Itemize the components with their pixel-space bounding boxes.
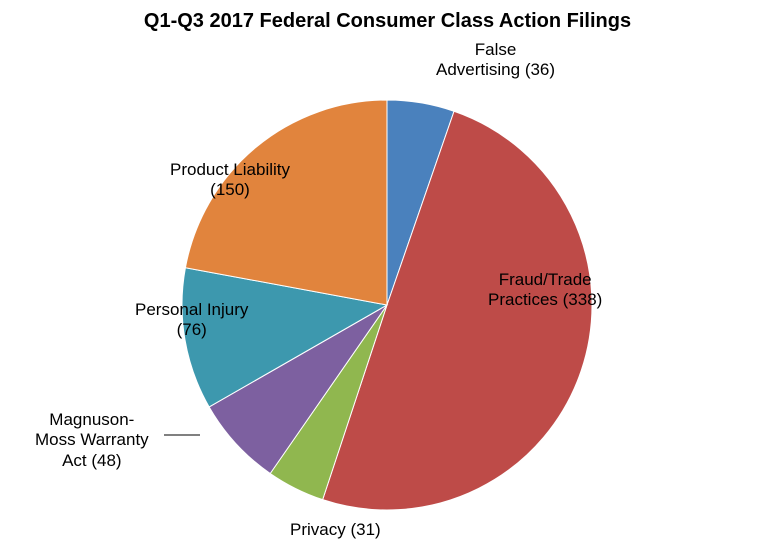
slice-label: Privacy (31) [290,520,381,540]
pie-chart-container: Q1-Q3 2017 Federal Consumer Class Action… [0,0,775,556]
pie-svg [0,0,775,556]
slice-label: Fraud/Trade Practices (338) [488,270,602,311]
slice-label: Personal Injury (76) [135,300,248,341]
slice-label: False Advertising (36) [436,40,555,81]
slice-label: Product Liability (150) [170,160,290,201]
slice-label: Magnuson- Moss Warranty Act (48) [35,410,149,471]
